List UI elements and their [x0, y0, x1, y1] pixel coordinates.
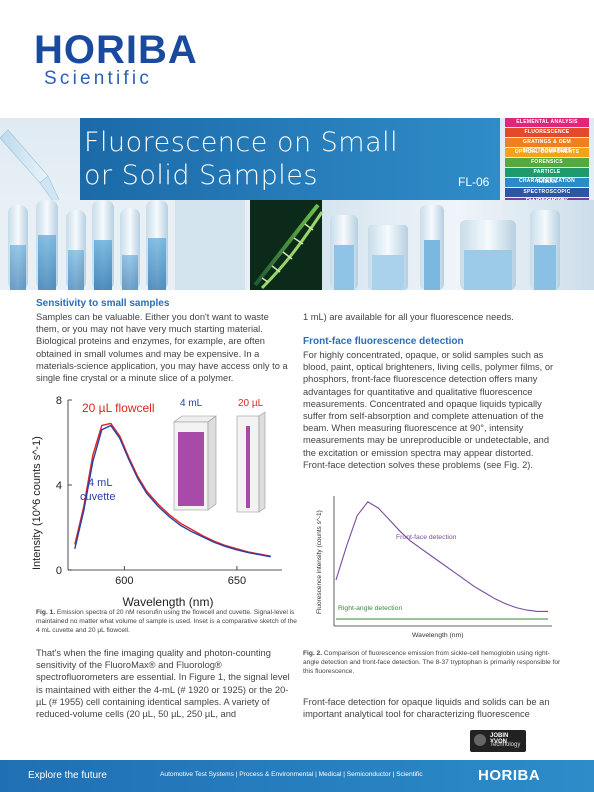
- category-tag: RAMAN: [505, 178, 589, 187]
- category-list: ELEMENTAL ANALYSIS FLUORESCENCE GRATINGS &…: [505, 118, 589, 208]
- category-tag: PARTICLE CHARACTERIZATION: [505, 168, 589, 184]
- paragraph-front-face: For highly concentrated, opaque, or soli…: [303, 350, 554, 470]
- document-title: Fluorescence on Small or Solid Samples: [84, 126, 398, 192]
- section-heading-front-face: Front-face fluorescence detection: [303, 336, 464, 347]
- category-tag: OPTICAL COMPONENTS: [505, 148, 589, 157]
- fig2-y-axis-label: Fluorescence intensity (counts s^-1): [316, 510, 323, 614]
- fig1-x-tick-label: 600: [115, 575, 133, 587]
- title-line-2: or Solid Samples: [84, 160, 318, 191]
- document-code: FL-06: [458, 175, 490, 189]
- fig1-x-tick-label: 650: [228, 575, 246, 587]
- fig1-y-tick-label: 8: [56, 395, 62, 407]
- category-tag: SPECTROSCOPIC ELLIPSOMETRY: [505, 188, 589, 204]
- figure-2-caption: Fig. 2. Comparison of fluorescence emiss…: [303, 649, 565, 676]
- cuvette-sketch: [173, 415, 217, 511]
- fig2-label-right-angle: Right-angle detection: [338, 605, 402, 612]
- fig1-y-axis-label: Intensity (10^6 counts s^-1): [31, 436, 43, 570]
- fig1-x-axis-label: Wavelength (nm): [123, 595, 214, 609]
- inset-label-4ml: 4 mL: [180, 398, 203, 409]
- figure-1-label: Fig. 1.: [36, 609, 56, 616]
- section-heading-sensitivity: Sensitivity to small samples: [36, 298, 170, 309]
- inset-label-20ul: 20 µL: [238, 398, 264, 409]
- paragraph-fluoromax: That's when the fine imaging quality and…: [36, 648, 290, 720]
- title-line-1: Fluorescence on Small: [84, 127, 399, 158]
- jobin-yvon-badge: JOBIN YVON Technology: [470, 730, 526, 752]
- fig1-annotation-flowcell: 20 µL flowcell: [82, 401, 155, 415]
- fig2-x-axis-label: Wavelength (nm): [412, 632, 464, 639]
- jobin-yvon-logo-icon: [474, 734, 486, 746]
- category-tag: FLUORESCENCE: [505, 128, 589, 137]
- category-tag: FORENSICS: [505, 158, 589, 167]
- jobin-yvon-line2: Technology: [490, 742, 521, 748]
- fig1-annotation-4ml: 4 mL: [88, 477, 112, 489]
- fig1-series-cuvette: [74, 424, 271, 558]
- footer-tagline: Explore the future: [28, 770, 107, 781]
- paragraph-sensitivity: Samples can be valuable. Either you don'…: [36, 312, 288, 384]
- fig2-series-front-face: [335, 501, 548, 612]
- footer-segments: Automotive Test Systems | Process & Envi…: [160, 771, 423, 778]
- title-band: [80, 118, 500, 202]
- fig1-y-tick-label: 4: [56, 480, 62, 492]
- lab-imagery: [0, 200, 594, 290]
- figure-2-chart: Fluorescence intensity (counts s^-1) Fro…: [316, 496, 552, 639]
- figure-1-caption: Fig. 1. Emission spectra of 20 nM resoru…: [36, 608, 298, 635]
- fig1-series-flowcell: [74, 422, 271, 557]
- category-tag: ELEMENTAL ANALYSIS: [505, 118, 589, 127]
- fig1-annotation-cuvette: cuvette: [80, 491, 115, 503]
- horiba-logo: HORIBA: [34, 28, 198, 72]
- fig1-y-tick-label: 0: [56, 565, 62, 577]
- scientific-wordmark: Scientific: [44, 68, 153, 89]
- figure-1-chart: Intensity (10^6 counts s^-1) 0 4 8 600 650 W…: [31, 395, 282, 609]
- figure-2-caption-text: Comparison of fluorescence emission from…: [303, 650, 561, 675]
- category-tag: GRATINGS & OEM SPECTROMETERS: [505, 138, 589, 154]
- figure-2-label: Fig. 2.: [303, 650, 323, 657]
- paragraph-cells: 1 mL) are available for all your fluores…: [303, 312, 514, 322]
- footer-bar: [0, 760, 594, 792]
- jobin-yvon-line1: JOBIN YVON: [490, 733, 509, 745]
- paragraph-opaque: Front-face detection for opaque liquids …: [303, 697, 550, 720]
- figure-1-caption-text: Emission spectra of 20 nM resorufin usin…: [36, 609, 297, 634]
- pipette-icon: [0, 129, 63, 208]
- fig2-label-front-face: Front-face detection: [396, 534, 457, 541]
- flowcell-sketch: [236, 411, 266, 513]
- footer-horiba-logo: HORIBA: [478, 767, 541, 784]
